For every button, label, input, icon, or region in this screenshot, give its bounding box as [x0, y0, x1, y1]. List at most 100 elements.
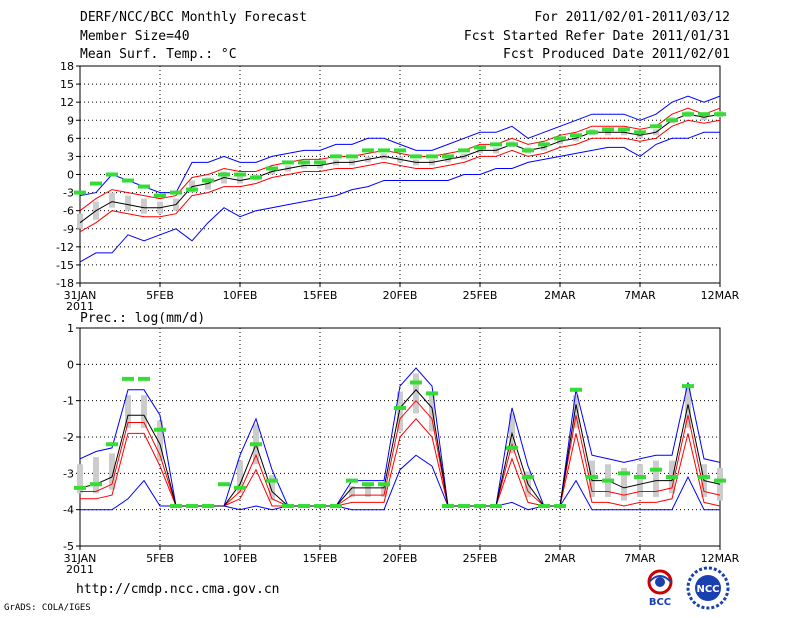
prec-ensemble-box	[429, 391, 435, 432]
temp-ytick-label: 6	[67, 132, 74, 145]
prec-xtick-label: 25FEB	[463, 552, 498, 565]
prec-observed-mark	[458, 504, 470, 509]
prec-xtick-label: 2MAR	[544, 552, 576, 565]
temp-observed-mark	[474, 145, 486, 150]
prec-ensemble-box	[653, 460, 659, 497]
prec-observed-mark	[490, 504, 502, 509]
prec-ytick-label: -4	[63, 504, 74, 517]
temp-observed-mark	[426, 154, 438, 159]
temp-observed-mark	[650, 124, 662, 129]
prec-ensemble-box	[621, 467, 627, 501]
prec-observed-mark	[346, 478, 358, 483]
ncc-logo: NCC	[686, 566, 730, 610]
prec-observed-mark	[138, 376, 150, 381]
temp-ytick-label: 0	[67, 169, 74, 182]
temp-observed-mark	[138, 184, 150, 189]
temp-observed-mark	[202, 178, 214, 183]
temp-median-line	[79, 119, 721, 233]
temp-observed-mark	[154, 193, 166, 198]
prec-ensemble-box	[125, 395, 131, 428]
temp-observed-mark	[714, 112, 726, 117]
prec-observed-mark	[682, 384, 694, 389]
temp-ytick-label: 18	[60, 60, 74, 73]
source-url[interactable]: http://cmdp.ncc.cma.gov.cn	[76, 582, 280, 597]
temp-ytick-label: -18	[56, 277, 74, 290]
prec-ensemble-box	[237, 460, 243, 494]
prec-ensemble-box	[397, 391, 403, 432]
temp-observed-mark	[250, 175, 262, 180]
temp-year-label: 2011	[66, 300, 94, 313]
prec-observed-mark	[378, 482, 390, 487]
temp-observed-mark	[458, 148, 470, 153]
prec-observed-mark	[282, 504, 294, 509]
prec-ytick-label: 0	[67, 358, 74, 371]
prec-observed-mark	[250, 442, 262, 447]
temp-ensemble-box	[109, 192, 115, 208]
prec-observed-mark	[714, 478, 726, 483]
prec-observed-mark	[426, 391, 438, 396]
temp-observed-mark	[682, 112, 694, 117]
prec-observed-mark	[330, 504, 342, 509]
prec-ytick-label: -5	[63, 540, 74, 553]
prec-observed-mark	[506, 445, 518, 450]
temp-xtick-label: 20FEB	[383, 289, 418, 302]
temp-xtick-label: 10FEB	[223, 289, 258, 302]
temp-observed-mark	[346, 154, 358, 159]
prec-observed-mark	[154, 427, 166, 432]
chart-title: DERF/NCC/BCC Monthly Forecast	[80, 10, 307, 25]
member-size: Member Size=40	[80, 29, 190, 44]
prec-observed-mark	[474, 504, 486, 509]
prec-observed-mark	[522, 474, 534, 479]
temp-xtick-label: 12MAR	[701, 289, 740, 302]
prec-ensemble-box	[573, 395, 579, 428]
temp-observed-mark	[522, 148, 534, 153]
prec-observed-mark	[650, 467, 662, 472]
temp-observed-mark	[394, 148, 406, 153]
temp-observed-mark	[218, 172, 230, 177]
temp-observed-mark	[330, 154, 342, 159]
temp-observed-mark	[298, 160, 310, 165]
prec-ensemble-box	[365, 486, 371, 497]
temp-xtick-label: 15FEB	[303, 289, 338, 302]
temp-ytick-label: -3	[63, 187, 74, 200]
prec-year-label: 2011	[66, 563, 94, 576]
prec-ensemble-box	[77, 464, 83, 494]
bcc-logo-text: BCC	[649, 597, 671, 608]
prec-observed-mark	[554, 504, 566, 509]
temp-ytick-label: -9	[63, 223, 74, 236]
prec-ensemble-box	[109, 453, 115, 490]
temp-ensemble-box	[237, 174, 243, 184]
prec-observed-mark	[170, 504, 182, 509]
temp-observed-mark	[362, 148, 374, 153]
temp-observed-mark	[282, 160, 294, 165]
prec-xtick-label: 7MAR	[624, 552, 656, 565]
temp-max-line	[79, 95, 721, 197]
temp-upper-line	[79, 107, 721, 212]
temp-ensemble-box	[77, 213, 83, 229]
temp-ensemble-box	[701, 117, 707, 121]
temp-ytick-label: 3	[67, 150, 74, 163]
temp-observed-mark	[234, 172, 246, 177]
temp-ensemble-box	[125, 195, 131, 211]
prec-ensemble-box	[269, 475, 275, 501]
temp-observed-mark	[122, 178, 134, 183]
temp-ytick-label: -6	[63, 205, 74, 218]
grads-credit: GrADS: COLA/IGES	[4, 603, 91, 613]
temp-observed-mark	[442, 154, 454, 159]
prec-xtick-label: 15FEB	[303, 552, 338, 565]
prec-observed-mark	[394, 405, 406, 410]
temp-observed-mark	[586, 130, 598, 135]
temp-observed-mark	[106, 172, 118, 177]
temp-observed-mark	[506, 142, 518, 147]
prec-xtick-label: 5FEB	[146, 552, 174, 565]
temp-observed-mark	[266, 166, 278, 171]
temp-observed-mark	[538, 142, 550, 147]
temp-observed-mark	[314, 160, 326, 165]
temp-ensemble-box	[141, 198, 147, 214]
temp-observed-mark	[666, 118, 678, 123]
temp-xtick-label: 5FEB	[146, 289, 174, 302]
prec-ensemble-box	[93, 456, 99, 494]
prec-ensemble-box	[157, 420, 163, 461]
prec-ytick-label: -1	[63, 395, 74, 408]
